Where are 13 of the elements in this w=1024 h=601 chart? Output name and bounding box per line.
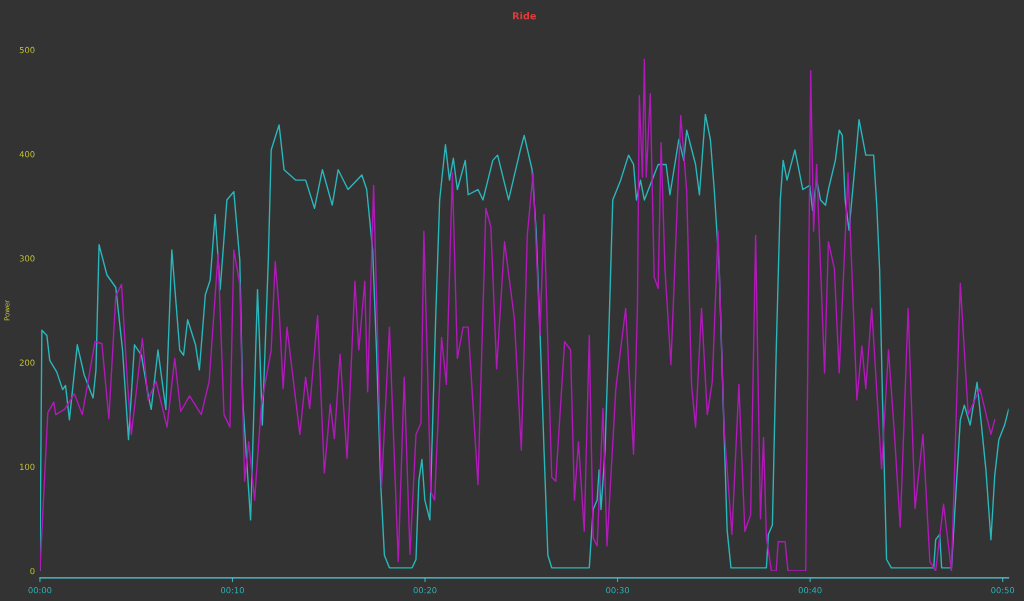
y-tick-label: 100 (20, 463, 35, 471)
chart-title: Ride (512, 11, 536, 20)
x-tick-label: 00:40 (798, 587, 822, 594)
x-tick-label: 00:20 (413, 587, 437, 594)
x-tick-label: 00:50 (991, 587, 1015, 594)
x-tick-label: 00:10 (221, 587, 244, 594)
y-tick-label: 0 (30, 567, 35, 575)
x-tick-label: 00:00 (28, 587, 52, 594)
y-tick-label: 400 (19, 151, 35, 158)
y-tick-label: 200 (19, 359, 35, 366)
y-tick-label: 500 (19, 46, 35, 54)
x-tick-label: 00:30 (606, 587, 630, 594)
y-tick-label: 300 (19, 255, 35, 262)
